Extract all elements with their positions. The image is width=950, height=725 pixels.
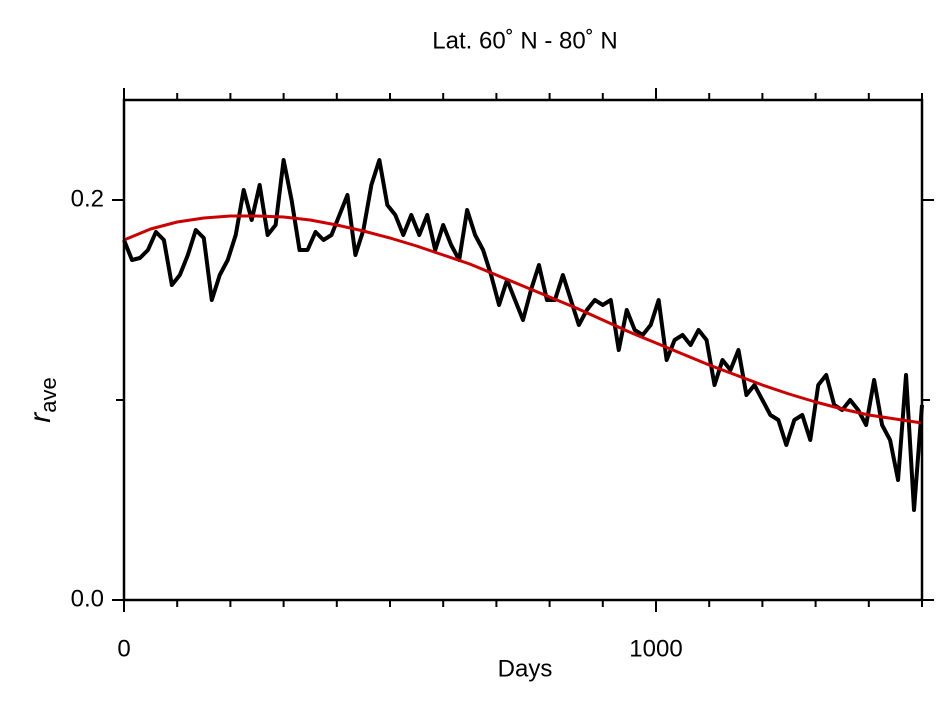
x-tick-label: 1000	[629, 635, 682, 662]
y-label-main: r	[24, 412, 57, 423]
series-line	[123, 214, 923, 425]
y-tick-label: 0.2	[71, 185, 104, 212]
x-tick-label: 0	[117, 635, 130, 662]
y-axis-label: rave	[24, 377, 61, 422]
plot-frame	[122, 98, 924, 602]
series-line	[122, 158, 924, 512]
x-axis-label: Days	[498, 655, 553, 682]
y-label-sub: ave	[36, 377, 61, 412]
y-tick-label: 0.0	[71, 585, 104, 612]
chart-title: Lat. 60˚ N - 80˚ N	[432, 27, 617, 54]
